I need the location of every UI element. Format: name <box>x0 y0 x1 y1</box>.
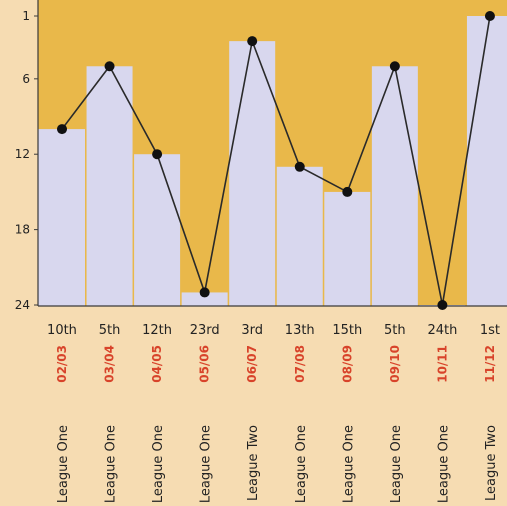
position-label-10/11: 24th <box>427 323 457 338</box>
position-label-03/04: 5th <box>99 323 121 338</box>
position-label-05/06: 23rd <box>190 323 220 338</box>
season-label-10/11: 10/11 <box>435 345 449 383</box>
point-09/10 <box>389 61 400 72</box>
season-label-06/07: 06/07 <box>245 345 259 383</box>
position-label-09/10: 5th <box>384 323 406 338</box>
league-label-11/12: League Two <box>484 425 499 501</box>
points <box>57 11 495 310</box>
season-label-04/05: 04/05 <box>150 345 164 383</box>
season-label-02/03: 02/03 <box>55 345 69 383</box>
bar-07/08 <box>276 166 323 306</box>
league-label-04/05: League One <box>151 425 166 503</box>
bar-04/05 <box>134 154 181 306</box>
league-label-09/10: League One <box>389 425 404 503</box>
y-tick-label-18: 18 <box>15 223 30 237</box>
position-label-11/12: 1st <box>480 323 500 338</box>
position-label-04/05: 12th <box>142 323 172 338</box>
position-label-02/03: 10th <box>47 323 77 338</box>
x-labels: 10th 02/03 League One 5th 03/04 League One 12t… <box>47 323 500 503</box>
point-02/03 <box>57 124 67 135</box>
y-tick-label-6: 6 <box>22 72 30 86</box>
point-06/07 <box>247 36 258 47</box>
bar-09/10 <box>371 66 418 307</box>
bar-05/06 <box>181 292 228 306</box>
point-08/09 <box>342 186 353 197</box>
season-label-08/09: 08/09 <box>340 345 354 383</box>
bar-11/12 <box>466 16 507 306</box>
bar-03/04 <box>86 66 133 307</box>
point-04/05 <box>152 149 163 160</box>
league-label-10/11: League One <box>436 425 451 503</box>
y-tick-label-12: 12 <box>15 147 30 161</box>
league-label-02/03: League One <box>56 425 71 503</box>
bar-02/03 <box>38 129 85 306</box>
league-label-06/07: League Two <box>246 425 261 501</box>
season-label-09/10: 09/10 <box>388 345 402 383</box>
y-ticks: 1 6 12 18 24 <box>15 9 38 312</box>
league-label-05/06: League One <box>199 425 214 503</box>
season-label-07/08: 07/08 <box>293 345 307 383</box>
point-03/04 <box>104 61 115 72</box>
point-07/08 <box>294 161 305 172</box>
point-05/06 <box>199 287 210 298</box>
league-label-08/09: League One <box>341 425 356 503</box>
season-label-05/06: 05/06 <box>198 345 212 383</box>
series-line <box>61 15 491 306</box>
season-label-03/04: 03/04 <box>103 345 117 383</box>
y-tick-label-24: 24 <box>15 298 30 312</box>
point-11/12 <box>484 11 495 21</box>
league-label-03/04: League One <box>104 425 119 503</box>
position-label-08/09: 15th <box>332 323 362 338</box>
league-label-07/08: League One <box>294 425 309 503</box>
season-label-11/12: 11/12 <box>483 345 497 383</box>
y-tick-label-1: 1 <box>22 9 30 23</box>
bar-08/09 <box>324 191 371 306</box>
position-label-07/08: 13th <box>285 323 315 338</box>
point-10/11 <box>437 300 448 310</box>
bar-06/07 <box>229 41 276 307</box>
position-label-06/07: 3rd <box>241 323 263 338</box>
